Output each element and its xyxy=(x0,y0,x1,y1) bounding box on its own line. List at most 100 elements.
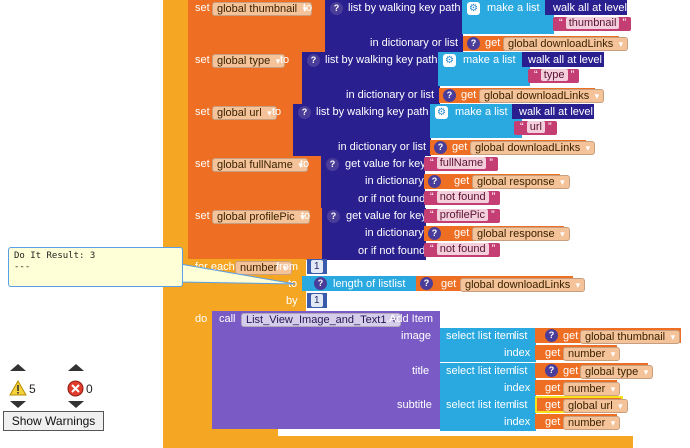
for-each-bottom xyxy=(188,425,278,436)
walk-key-path-block[interactable] xyxy=(293,104,431,156)
text-string[interactable]: “ thumbnail ” xyxy=(553,17,632,31)
get-variable-dropdown[interactable]: global downloadLinks xyxy=(460,278,586,292)
help-icon[interactable]: ? xyxy=(298,106,311,119)
to-label: to xyxy=(272,106,282,118)
get-variable-dropdown[interactable]: global downloadLinks xyxy=(470,141,596,155)
walk-key-path-block[interactable] xyxy=(325,0,463,52)
help-icon[interactable]: ? xyxy=(420,277,433,290)
gear-icon[interactable]: ⚙ xyxy=(443,54,456,67)
help-icon[interactable]: ? xyxy=(545,364,558,377)
key-string-text[interactable]: type xyxy=(540,69,568,81)
walk-key-path-block[interactable] xyxy=(302,52,440,104)
component-dropdown[interactable]: List_View_Image_and_Text1 xyxy=(241,313,402,327)
help-icon[interactable]: ? xyxy=(428,227,441,240)
list-label: list xyxy=(514,365,528,377)
gear-icon[interactable]: ⚙ xyxy=(467,2,480,15)
error-up-arrow[interactable] xyxy=(68,364,84,371)
for-each-do-arm xyxy=(188,310,212,436)
variable-dropdown[interactable]: global fullName xyxy=(212,158,308,172)
get-label: get xyxy=(563,365,579,377)
help-icon[interactable]: ? xyxy=(428,175,441,188)
set-label: set xyxy=(195,210,210,222)
call-label: call xyxy=(219,313,236,325)
index-variable-dropdown[interactable]: number xyxy=(563,382,621,396)
get-variable-dropdown[interactable]: global type xyxy=(580,365,654,379)
help-icon[interactable]: ? xyxy=(327,210,340,223)
in-dictionary-label: in dictionary or list xyxy=(338,141,427,153)
loop-variable-dropdown[interactable]: number xyxy=(235,261,293,275)
select-list-item-block[interactable] xyxy=(440,363,536,397)
get-variable-dropdown[interactable]: global response xyxy=(472,227,570,241)
get-label: get xyxy=(461,89,477,101)
call-add-item-block[interactable] xyxy=(212,311,440,429)
index-variable-dropdown[interactable]: number xyxy=(563,347,621,361)
index-label: index xyxy=(504,347,531,359)
select-list-item-block[interactable] xyxy=(440,397,536,431)
key-string-text[interactable]: profilePic xyxy=(436,209,488,221)
select-list-item-label: select list item xyxy=(446,365,516,377)
help-icon[interactable]: ? xyxy=(307,54,320,67)
text-string[interactable]: “ url ” xyxy=(514,121,557,135)
to-label: to xyxy=(303,2,313,14)
help-icon[interactable]: ? xyxy=(443,89,456,102)
variable-dropdown[interactable]: global profilePic xyxy=(212,210,310,224)
help-icon[interactable]: ? xyxy=(314,277,327,290)
select-list-item-label: select list item xyxy=(446,399,516,411)
set-label: set xyxy=(195,54,210,66)
text-string[interactable]: “ not found ” xyxy=(424,243,501,257)
get-label: get xyxy=(545,382,561,394)
index-variable-dropdown[interactable]: number xyxy=(563,416,621,430)
select-list-item-block[interactable] xyxy=(440,328,536,362)
from-label: from xyxy=(276,261,298,273)
walk-key-path-label: list by walking key path xyxy=(348,2,461,14)
gear-icon[interactable]: ⚙ xyxy=(435,106,448,119)
notfound-string-text[interactable]: not found xyxy=(436,191,489,203)
get-label: get xyxy=(563,330,579,342)
walk-all-block[interactable] xyxy=(522,52,604,67)
by-label: by xyxy=(286,295,298,307)
text-string[interactable]: “ not found ” xyxy=(424,191,501,205)
by-number-field[interactable]: 1 xyxy=(311,294,323,307)
method-label: .Add Item xyxy=(386,313,434,325)
get-label: get xyxy=(441,278,457,290)
set-label: set xyxy=(195,106,210,118)
walk-all-block[interactable] xyxy=(512,104,594,119)
help-icon[interactable]: ? xyxy=(434,141,447,154)
walk-all-block[interactable] xyxy=(545,0,627,15)
get-variable-dropdown[interactable]: global url xyxy=(563,399,628,413)
warning-up-arrow[interactable] xyxy=(10,364,26,371)
error-down-arrow[interactable] xyxy=(68,401,84,408)
help-icon[interactable]: ? xyxy=(326,158,339,171)
variable-dropdown[interactable]: global thumbnail xyxy=(212,2,313,16)
help-icon[interactable]: ? xyxy=(330,2,343,15)
help-icon[interactable]: ? xyxy=(467,37,480,50)
walk-key-path-label: list by walking key path xyxy=(325,54,438,66)
get-variable-dropdown[interactable]: global thumbnail xyxy=(580,330,681,344)
set-label: set xyxy=(195,158,210,170)
variable-dropdown[interactable]: global url xyxy=(212,106,277,120)
slot-label: title xyxy=(412,365,430,377)
get-variable-dropdown[interactable]: global response xyxy=(472,175,570,189)
key-string-text[interactable]: fullName xyxy=(436,157,487,169)
warning-down-arrow[interactable] xyxy=(10,401,26,408)
list-label: list xyxy=(514,330,528,342)
variable-dropdown[interactable]: global type xyxy=(212,54,286,68)
walk-all-label: walk all at level xyxy=(519,106,593,118)
get-variable-dropdown[interactable]: global downloadLinks xyxy=(503,37,629,51)
text-string[interactable]: “ profilePic ” xyxy=(424,209,500,223)
show-warnings-button[interactable]: Show Warnings xyxy=(3,411,104,431)
length-of-list-block[interactable] xyxy=(302,276,417,291)
notfound-string-text[interactable]: not found xyxy=(436,243,489,255)
text-string[interactable]: “ fullName ” xyxy=(424,157,498,171)
text-string[interactable]: “ type ” xyxy=(528,69,580,83)
get-value-label: get value for key xyxy=(346,210,427,222)
index-label: index xyxy=(504,416,531,428)
get-label: get xyxy=(545,347,561,359)
key-string-text[interactable]: url xyxy=(526,121,545,133)
get-variable-dropdown[interactable]: global downloadLinks xyxy=(479,89,605,103)
from-number-field[interactable]: 1 xyxy=(311,260,323,273)
key-string-text[interactable]: thumbnail xyxy=(565,17,620,29)
error-count: 0 xyxy=(86,382,93,396)
help-icon[interactable]: ? xyxy=(545,329,558,342)
get-label: get xyxy=(485,37,501,49)
